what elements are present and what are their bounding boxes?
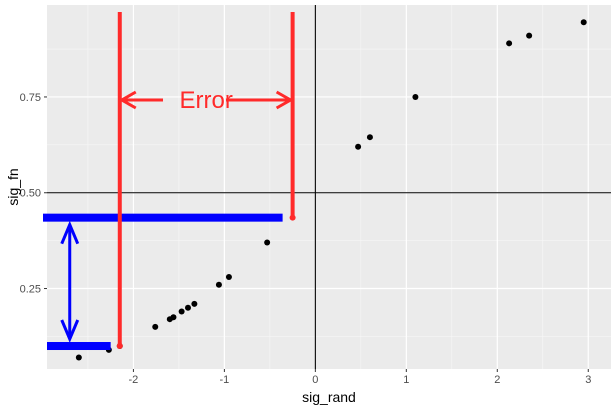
data-point <box>170 314 177 321</box>
x-axis: -2 -1 0 1 2 3 <box>129 369 591 386</box>
x-tick-label: 0 <box>312 374 318 386</box>
error-annotation: Error <box>43 12 296 351</box>
y-tick-label: 0.25 <box>20 284 41 296</box>
data-point <box>178 308 185 315</box>
data-point <box>526 32 533 39</box>
grid-minor <box>47 5 611 369</box>
x-axis-title: sig_rand <box>302 389 356 405</box>
x-tick-label: 3 <box>585 374 591 386</box>
reference-lines <box>47 5 611 369</box>
x-tick-label: -1 <box>219 374 229 386</box>
x-tick-label: 2 <box>494 374 500 386</box>
y-tick-label: 0.75 <box>20 92 41 104</box>
data-point <box>225 274 232 281</box>
blue-arrow-head-top <box>60 220 80 245</box>
data-point <box>355 143 362 150</box>
data-point <box>366 134 373 141</box>
error-arrow-right-head <box>275 90 294 110</box>
y-tick-label: 0.50 <box>20 188 41 200</box>
data-point <box>185 304 191 311</box>
x-tick-label: -2 <box>129 374 139 386</box>
red-line-right-end <box>289 214 296 221</box>
y-axis-title: sig_fn <box>5 168 21 205</box>
data-point <box>191 300 198 307</box>
red-line-left-end <box>116 343 123 350</box>
data-point <box>75 354 82 361</box>
blue-bar-upper <box>43 213 283 222</box>
error-label: Error <box>180 87 233 114</box>
plot-panel <box>47 5 611 369</box>
data-point <box>215 281 222 288</box>
x-tick-label: 1 <box>403 374 409 386</box>
blue-arrow-head-bottom <box>60 319 80 343</box>
blue-bar-lower <box>47 342 111 351</box>
error-arrow-left-head <box>118 90 137 110</box>
data-point <box>152 323 159 330</box>
data-point <box>264 239 271 246</box>
data-point <box>506 40 513 47</box>
data-point <box>580 19 587 26</box>
y-axis: 0.25 0.50 0.75 <box>20 92 47 296</box>
data-point <box>412 93 419 100</box>
